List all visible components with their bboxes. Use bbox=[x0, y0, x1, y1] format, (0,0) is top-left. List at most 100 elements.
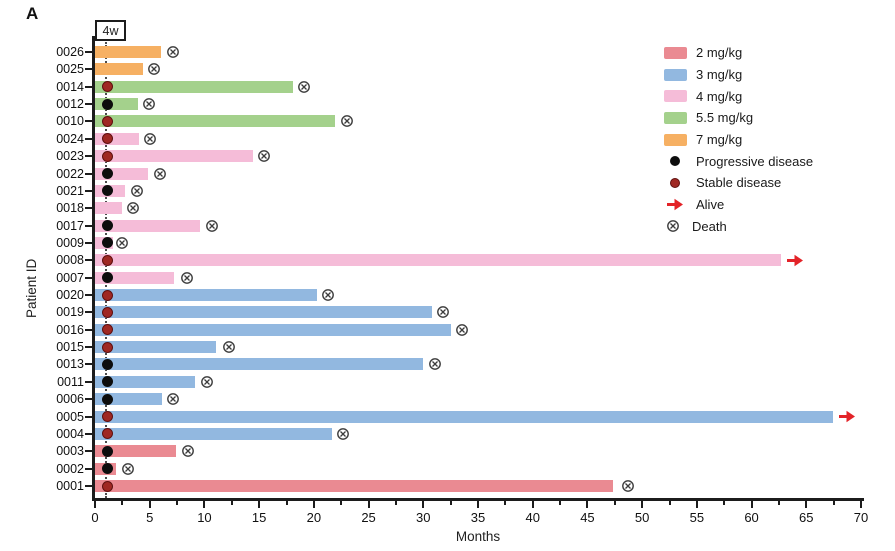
y-tick-mark bbox=[85, 467, 92, 470]
stable-disease-marker bbox=[101, 411, 113, 423]
stable-disease-marker bbox=[101, 150, 113, 162]
y-tick-label: 0014 bbox=[56, 79, 84, 94]
x-tick-label: 20 bbox=[306, 510, 322, 525]
death-icon bbox=[222, 340, 236, 354]
swimmer-bar bbox=[95, 341, 217, 354]
x-tick-minor bbox=[504, 501, 507, 505]
swimmer-bar bbox=[95, 46, 161, 58]
death-icon bbox=[153, 167, 167, 181]
alive-arrow-icon bbox=[666, 198, 684, 211]
y-tick-label: 0003 bbox=[56, 444, 84, 459]
death-icon bbox=[436, 305, 450, 319]
y-tick-label: 0006 bbox=[56, 392, 84, 407]
swimmer-bar bbox=[95, 254, 782, 267]
y-tick-mark bbox=[85, 103, 92, 106]
x-tick-label: 55 bbox=[689, 510, 705, 525]
x-tick-major bbox=[641, 501, 644, 508]
y-tick-mark bbox=[85, 207, 92, 210]
reference-line-4w bbox=[105, 42, 108, 498]
y-tick-label: 0018 bbox=[56, 201, 84, 216]
legend-item: Progressive disease bbox=[664, 150, 813, 172]
death-icon bbox=[143, 132, 157, 146]
y-tick-mark bbox=[85, 189, 92, 192]
x-tick-label: 60 bbox=[744, 510, 759, 525]
swimmer-bar bbox=[95, 289, 318, 302]
y-tick-label: 0026 bbox=[56, 45, 84, 59]
x-axis-line bbox=[92, 498, 864, 501]
x-tick-minor bbox=[559, 501, 562, 505]
y-tick-label: 0022 bbox=[56, 166, 84, 181]
legend-item: Death bbox=[664, 216, 813, 238]
legend-label: 4 mg/kg bbox=[696, 88, 743, 104]
x-tick-major bbox=[148, 501, 151, 508]
y-tick-mark bbox=[85, 137, 92, 140]
death-icon bbox=[205, 219, 219, 233]
death-icon bbox=[166, 392, 180, 406]
x-tick-label: 35 bbox=[470, 510, 486, 525]
x-tick-minor bbox=[777, 501, 780, 505]
progressive-disease-marker bbox=[101, 445, 113, 457]
x-tick-major bbox=[422, 501, 425, 508]
swimmer-bar bbox=[95, 427, 333, 440]
y-tick-mark bbox=[85, 276, 92, 279]
y-tick-mark bbox=[85, 450, 92, 453]
x-tick-minor bbox=[668, 501, 671, 505]
x-tick-label: 25 bbox=[361, 510, 376, 525]
y-tick-mark bbox=[85, 398, 92, 401]
legend-item: 5.5 mg/kg bbox=[664, 107, 813, 129]
progressive-disease-marker bbox=[101, 393, 113, 405]
y-tick-label: 0001 bbox=[56, 479, 84, 493]
progressive-disease-marker bbox=[101, 185, 113, 197]
stable-disease-marker bbox=[101, 341, 113, 353]
y-tick-mark bbox=[85, 328, 92, 331]
y-tick-label: 0015 bbox=[56, 340, 84, 355]
x-tick-major bbox=[695, 501, 698, 508]
swimmer-bar bbox=[95, 115, 335, 128]
y-tick-mark bbox=[85, 68, 92, 71]
annotation-4w-label: 4w bbox=[102, 23, 119, 38]
y-tick-mark bbox=[85, 294, 92, 297]
death-icon bbox=[200, 375, 214, 389]
stable-disease-marker bbox=[101, 306, 113, 318]
death-icon bbox=[115, 236, 129, 250]
legend-label: 7 mg/kg bbox=[696, 132, 743, 148]
y-tick-mark bbox=[85, 51, 92, 53]
stable-disease-marker bbox=[101, 133, 113, 145]
swimmer-bar bbox=[95, 80, 294, 93]
stable-disease-marker bbox=[101, 81, 113, 93]
legend-label: 3 mg/kg bbox=[696, 67, 743, 83]
y-tick-label: 0024 bbox=[56, 131, 84, 146]
death-icon bbox=[126, 201, 140, 215]
progressive-disease-marker bbox=[101, 463, 113, 475]
y-tick-label: 0017 bbox=[56, 218, 84, 233]
x-tick-major bbox=[203, 501, 206, 508]
y-tick-mark bbox=[85, 85, 92, 88]
swimmer-bar bbox=[95, 202, 123, 215]
death-icon bbox=[340, 114, 354, 128]
progressive-disease-marker bbox=[101, 220, 113, 232]
legend-label: 2 mg/kg bbox=[696, 45, 743, 61]
y-tick-mark bbox=[85, 155, 92, 158]
legend-item: 3 mg/kg bbox=[664, 64, 813, 86]
x-tick-minor bbox=[832, 501, 835, 505]
death-icon bbox=[257, 149, 271, 163]
swimmer-bar bbox=[95, 306, 433, 319]
progressive-disease-dot-icon bbox=[670, 156, 680, 167]
legend: 2 mg/kg 3 mg/kg 4 mg/kg 5.5 mg/kg 7 mg/kg Pro… bbox=[664, 42, 813, 237]
plot-area bbox=[95, 38, 861, 498]
legend-label: Death bbox=[692, 218, 727, 234]
y-tick-label: 0020 bbox=[56, 288, 84, 303]
progressive-disease-marker bbox=[101, 272, 113, 284]
progressive-disease-marker bbox=[101, 168, 113, 180]
progressive-disease-marker bbox=[101, 376, 113, 388]
legend-item: Alive bbox=[664, 194, 813, 216]
y-tick-mark bbox=[85, 172, 92, 175]
x-tick-label: 0 bbox=[91, 510, 99, 525]
swimmer-bar bbox=[95, 219, 201, 232]
y-tick-mark bbox=[85, 380, 92, 383]
x-tick-minor bbox=[340, 501, 343, 505]
x-tick-label: 30 bbox=[416, 510, 431, 525]
y-axis-line bbox=[92, 36, 95, 498]
swimmer-bar bbox=[95, 445, 176, 458]
stable-disease-marker bbox=[101, 254, 113, 266]
